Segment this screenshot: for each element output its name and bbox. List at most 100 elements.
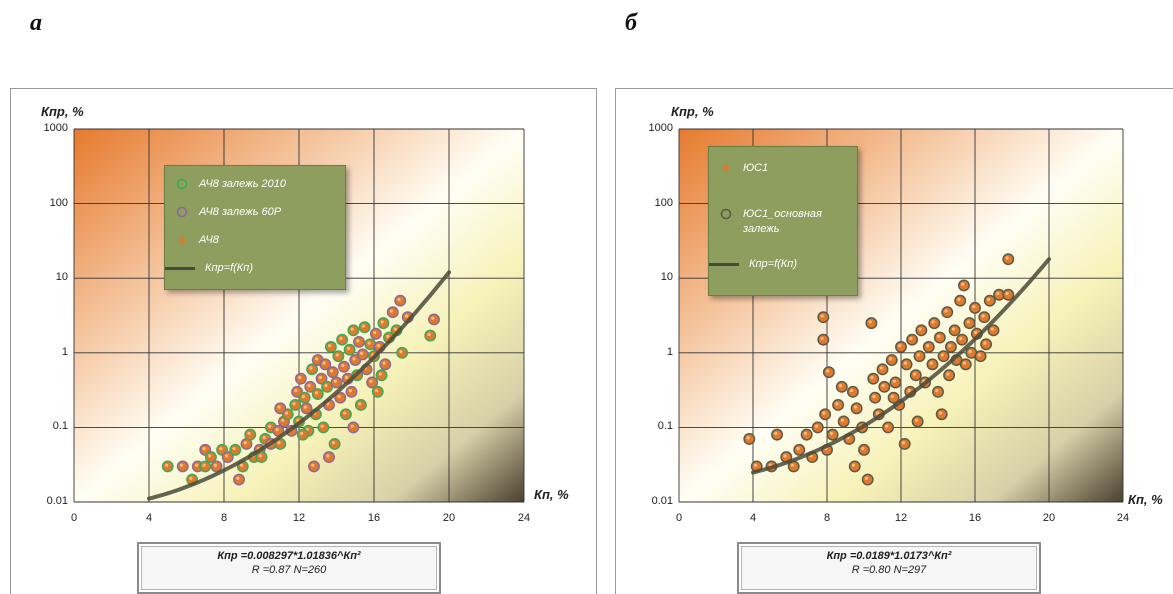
data-point xyxy=(356,348,369,361)
chart-a-legend: АЧ8 залежь 2010 АЧ8 залежь 60Р АЧ8 Кпр=f… xyxy=(164,165,346,290)
data-point xyxy=(428,313,440,326)
data-point xyxy=(932,385,944,398)
line-marker-icon xyxy=(709,263,739,266)
data-point xyxy=(948,324,961,337)
x-tick-label: 12 xyxy=(894,512,908,524)
data-point xyxy=(926,358,939,371)
data-point xyxy=(343,343,356,356)
legend-label: ЮС1 xyxy=(743,162,769,174)
y-tick-label: 0.01 xyxy=(46,495,68,507)
data-point xyxy=(850,402,863,415)
data-point xyxy=(379,358,392,371)
chart-b-xlabel: Кп, % xyxy=(1128,492,1163,507)
data-point xyxy=(835,380,848,393)
chart-a-xlabel: Кп, % xyxy=(534,487,569,502)
data-point xyxy=(933,331,946,344)
y-tick-label: 1000 xyxy=(43,122,68,134)
legend-item: ЮС1 xyxy=(709,161,857,176)
data-point xyxy=(377,317,390,330)
data-point xyxy=(978,311,991,324)
data-point xyxy=(296,428,309,441)
chart-a-stats: R =0.87 N=260 xyxy=(251,564,327,576)
data-point xyxy=(233,473,245,486)
data-point xyxy=(865,317,878,330)
x-tick-label: 16 xyxy=(367,512,381,524)
y-tick-label: 10 xyxy=(660,271,673,284)
data-point xyxy=(954,294,967,307)
x-tick-label: 8 xyxy=(220,512,228,524)
data-point xyxy=(943,369,956,382)
data-point xyxy=(347,421,360,434)
x-tick-label: 20 xyxy=(442,512,456,524)
legend-item: ЮС1_основная залежь xyxy=(709,207,857,237)
x-tick-label: 8 xyxy=(823,512,831,524)
data-point xyxy=(274,402,287,415)
data-point xyxy=(822,366,835,379)
x-tick-label: 12 xyxy=(292,512,306,524)
data-point xyxy=(323,451,335,464)
data-point xyxy=(339,408,352,421)
data-point xyxy=(900,358,913,371)
legend-label: Кпр=f(Кп) xyxy=(749,258,797,270)
data-point xyxy=(965,346,978,359)
chart-panel-a: Кпр, % Кп, % 0.01 0.1 1 10 100 1000 0 4 8 12 16 20… xyxy=(10,88,597,594)
data-point xyxy=(771,428,784,441)
data-point xyxy=(885,354,898,366)
y-tick-label: 1 xyxy=(61,345,68,358)
y-tick-label: 100 xyxy=(49,196,68,209)
data-point xyxy=(846,385,859,398)
legend-label: АЧ8 xyxy=(199,234,219,246)
data-point xyxy=(858,443,870,456)
data-point xyxy=(244,428,257,441)
data-point xyxy=(294,372,307,385)
data-point xyxy=(347,324,360,337)
fit-curve xyxy=(147,270,451,501)
data-point xyxy=(317,421,330,434)
data-point xyxy=(229,443,242,456)
data-point xyxy=(956,333,968,346)
x-tick-label: 0 xyxy=(70,512,78,524)
panel-b-letter: б xyxy=(625,10,637,36)
chart-a-equation: Кпр =0.008297*1.01836^Кп² xyxy=(217,550,361,562)
data-point xyxy=(817,311,830,324)
data-point xyxy=(369,327,382,340)
data-point xyxy=(915,324,928,337)
data-point xyxy=(354,398,367,411)
data-point xyxy=(321,380,334,393)
data-point xyxy=(922,340,935,353)
data-point xyxy=(819,408,832,421)
data-point xyxy=(861,473,874,486)
legend-item: АЧ8 залежь 60Р xyxy=(165,205,345,220)
data-point xyxy=(1002,288,1015,301)
data-point xyxy=(898,437,911,450)
data-point xyxy=(304,380,317,393)
data-point xyxy=(941,306,954,319)
x-tick-label: 16 xyxy=(968,512,982,524)
legend-label: АЧ8 залежь 60Р xyxy=(199,206,282,218)
x-tick-label: 24 xyxy=(517,512,531,524)
y-tick-label: 1 xyxy=(666,345,673,358)
chart-b-legend: ЮС1 ЮС1_основная залежь Кпр=f(Кп) xyxy=(708,146,858,296)
data-point xyxy=(371,385,384,398)
legend-label: АЧ8 залежь 2010 xyxy=(199,178,287,190)
data-point xyxy=(319,358,332,371)
data-point xyxy=(255,451,268,464)
data-point xyxy=(826,428,839,441)
data-point xyxy=(909,369,922,382)
data-point xyxy=(957,279,970,292)
data-point xyxy=(974,350,987,363)
data-point xyxy=(315,372,328,385)
data-point xyxy=(326,366,339,379)
data-point xyxy=(298,391,311,404)
data-point xyxy=(336,333,349,346)
data-point xyxy=(338,360,350,373)
legend-label: ЮС1_основная залежь xyxy=(743,208,822,235)
y-tick-label: 0.1 xyxy=(52,420,68,433)
data-point xyxy=(308,460,320,473)
x-tick-label: 4 xyxy=(749,512,757,524)
data-point xyxy=(935,408,948,421)
data-point xyxy=(882,421,894,434)
data-point xyxy=(289,398,302,411)
x-tick-label: 24 xyxy=(1116,512,1130,524)
data-point xyxy=(353,335,365,348)
